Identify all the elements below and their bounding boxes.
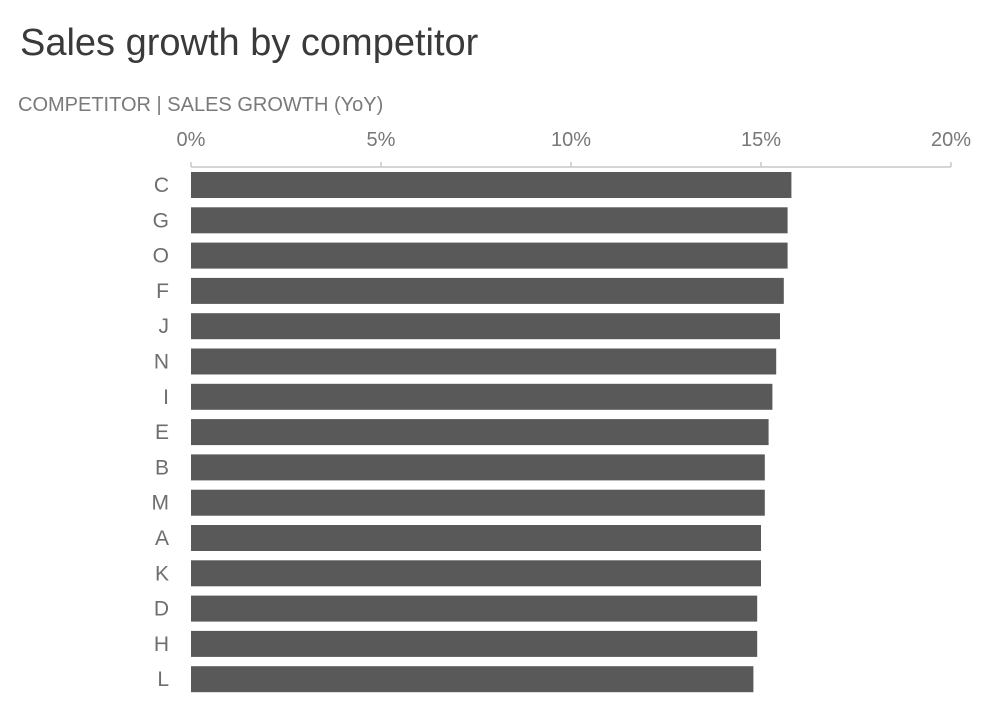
bar [191, 595, 758, 622]
bar [191, 630, 758, 657]
category-label: A [155, 527, 169, 550]
category-label: B [155, 456, 169, 479]
bar [191, 419, 769, 446]
x-tick-label: 0% [177, 129, 206, 151]
bar [191, 277, 784, 304]
category-label: M [152, 492, 170, 515]
bar [191, 242, 788, 269]
chart-subtitle: COMPETITOR | SALES GROWTH (YoY) [18, 94, 384, 116]
x-tick-label: 15% [741, 129, 781, 151]
category-label: D [154, 598, 169, 621]
x-tick-label: 10% [551, 129, 591, 151]
bar [191, 666, 754, 693]
bar [191, 348, 777, 375]
category-label: C [154, 174, 169, 197]
bar [191, 172, 792, 198]
bar [191, 313, 780, 340]
category-label: O [153, 245, 169, 268]
x-axis: 0% 5% 10% 15% 20% [177, 129, 971, 168]
category-label: K [155, 562, 169, 585]
x-tick-label: 20% [931, 129, 971, 151]
bar [191, 454, 765, 481]
category-label: G [153, 209, 169, 232]
category-label: E [155, 421, 169, 444]
category-label: H [154, 633, 169, 656]
bar [191, 383, 773, 410]
bar [191, 525, 761, 551]
bars [191, 172, 792, 693]
category-label: F [156, 280, 169, 303]
bar [191, 207, 788, 234]
category-label: L [157, 668, 169, 691]
bar [191, 489, 765, 516]
chart-title: Sales growth by competitor [20, 22, 479, 64]
x-tick-label: 5% [367, 129, 396, 151]
bar [191, 560, 761, 587]
category-label: I [163, 386, 169, 409]
category-label: J [159, 315, 170, 338]
category-label: N [154, 351, 169, 374]
